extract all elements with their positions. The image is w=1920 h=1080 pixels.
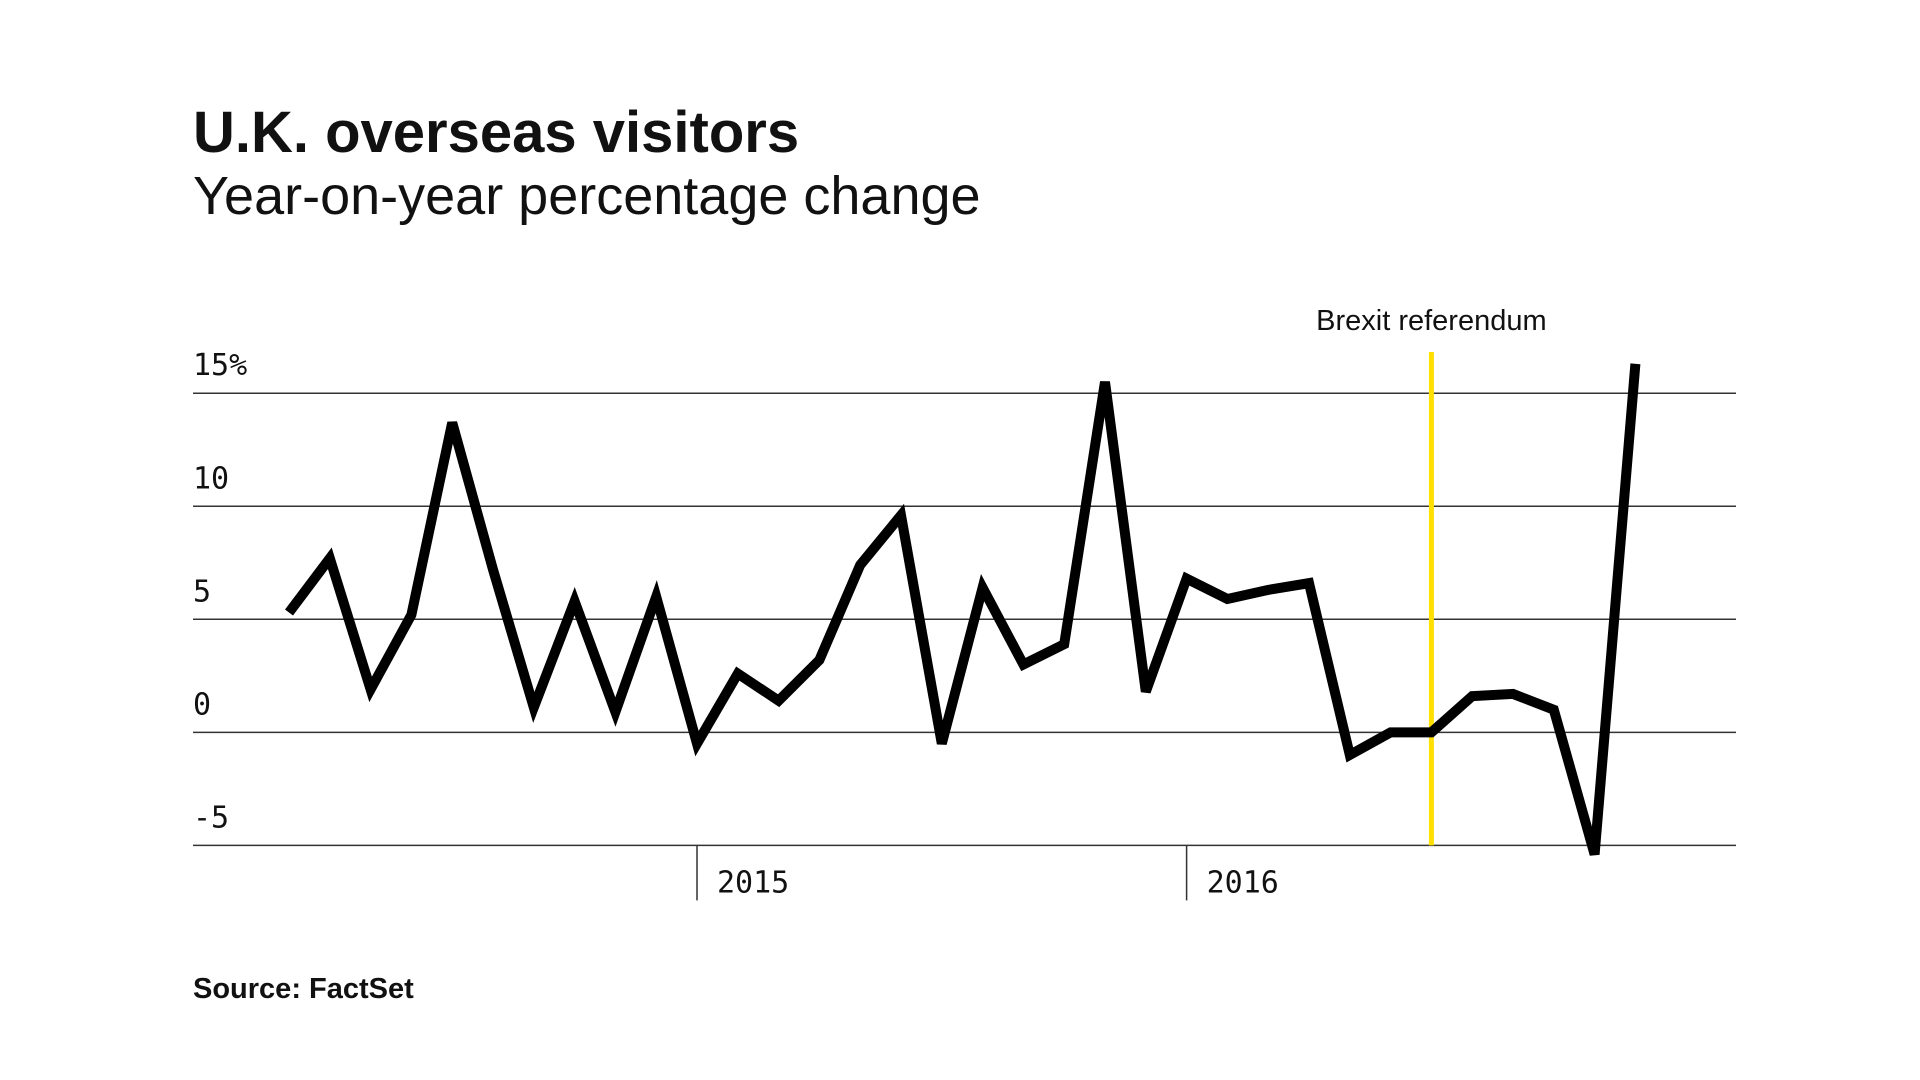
chart-subtitle: Year-on-year percentage change	[193, 166, 981, 226]
line-series	[285, 363, 1641, 856]
y-tick-label: -5	[193, 800, 229, 835]
chart-title: U.K. overseas visitors	[193, 100, 799, 165]
y-tick-label: 5	[193, 574, 211, 609]
x-tick-label: 2016	[1207, 865, 1279, 900]
y-tick-label: 10	[193, 461, 229, 496]
y-tick-label: 15%	[193, 348, 247, 383]
x-tick-label: 2015	[717, 865, 789, 900]
annotation-label: Brexit referendum	[1316, 305, 1547, 337]
y-tick-label: 0	[193, 687, 211, 722]
source: Source: FactSet	[193, 973, 414, 1005]
